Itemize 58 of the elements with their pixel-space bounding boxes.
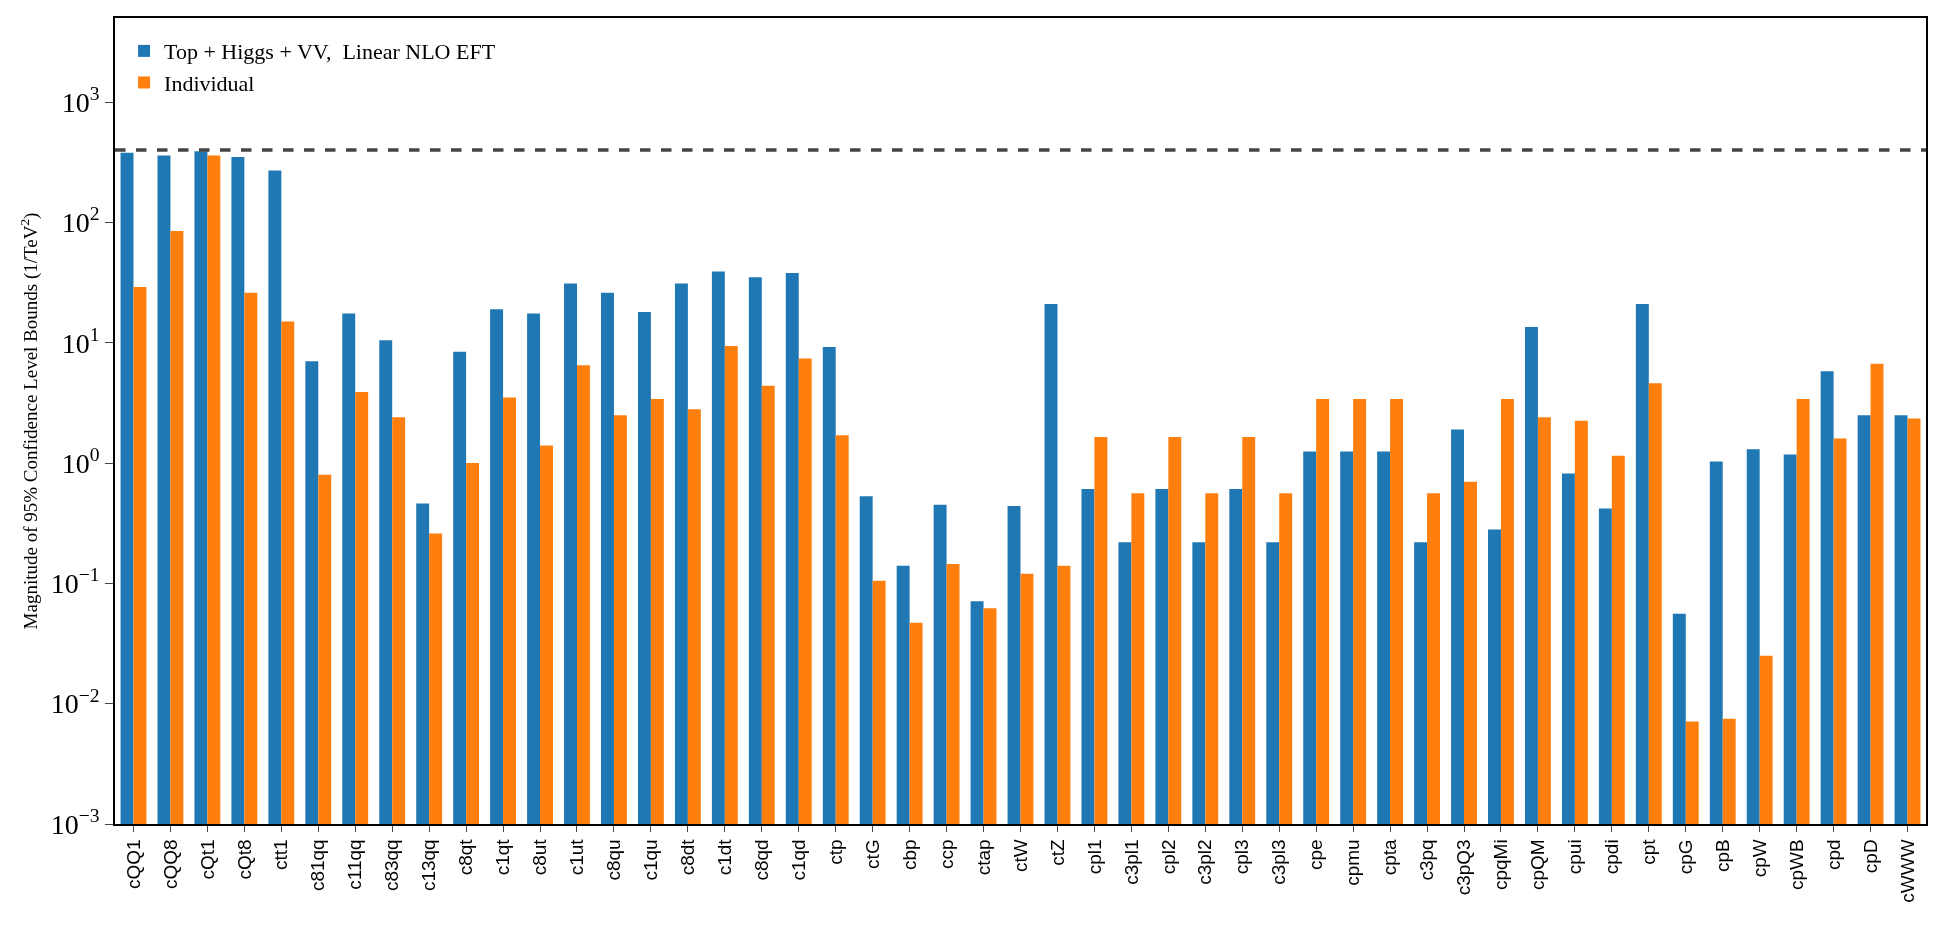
x-tick-label: cpG <box>1674 839 1696 875</box>
x-tick-label: cpe <box>1305 839 1327 870</box>
x-tick-label: cpl2 <box>1157 839 1179 875</box>
x-tick-label: c1ut <box>566 838 588 876</box>
x-tick-label: cpB <box>1711 839 1733 873</box>
x-tick-label: cpD <box>1859 839 1881 874</box>
x-tick-label: cWWW <box>1896 839 1918 903</box>
y-tick-label: 10$^{−3}$ <box>50 805 100 840</box>
x-tick-label: ctZ <box>1046 838 1068 866</box>
x-tick-label: cpl3 <box>1231 839 1253 875</box>
x-tick-label: c8qt <box>455 838 477 876</box>
x-tick-label: cpqMi <box>1490 839 1512 891</box>
y-tick-label: 10$^{1}$ <box>61 323 100 359</box>
x-tick-label: cQQ8 <box>159 839 181 889</box>
x-tick-label: cpl1 <box>1083 839 1105 875</box>
x-tick-label: c1qt <box>492 838 514 876</box>
x-tick-label: cpui <box>1564 839 1586 875</box>
x-tick-label: c11qq <box>344 839 366 890</box>
x-tick-label: cpdi <box>1601 839 1623 875</box>
x-tick-label: ctG <box>861 839 883 869</box>
x-tick-label: cpt <box>1637 838 1659 865</box>
y-tick-label: 10$^{3}$ <box>61 83 100 118</box>
x-tick-label: c1dt <box>714 838 736 876</box>
x-tick-label: c1qd <box>787 839 809 881</box>
x-tick-label: cpW <box>1748 839 1770 878</box>
legend-label: Top + Higgs + VV, Linear NLO EFT <box>164 39 496 65</box>
x-tick-label: cpta <box>1379 838 1401 876</box>
x-tick-label: c3pq <box>1416 839 1438 881</box>
x-tick-label: cpWB <box>1785 839 1807 891</box>
y-tick-label: 10$^{2}$ <box>61 203 100 239</box>
x-tick-label: cpQM <box>1527 839 1549 891</box>
x-tick-label: c13qq <box>418 839 440 892</box>
x-tick-label: ctW <box>1009 839 1031 873</box>
x-tick-label: cQt1 <box>196 839 218 880</box>
x-tick-label: c3pl2 <box>1194 839 1216 885</box>
x-tick-label: ctp <box>824 839 846 865</box>
x-tick-label: c83qq <box>381 839 403 892</box>
y-tick-label: 10$^{−1}$ <box>50 564 100 600</box>
x-tick-label: c3pQ3 <box>1453 839 1475 896</box>
x-tick-label: c3pl3 <box>1268 839 1290 885</box>
legend-label: Individual <box>164 71 255 97</box>
x-tick-label: cQQ1 <box>122 839 144 889</box>
y-tick-label: 10$^{−2}$ <box>50 684 100 720</box>
x-tick-label: c1qu <box>640 839 662 881</box>
x-tick-label: c8qd <box>750 839 772 881</box>
x-tick-label: ccp <box>935 839 957 869</box>
x-tick-label: cbp <box>898 839 920 870</box>
x-tick-label: cQt8 <box>233 839 255 880</box>
x-tick-label: c8ut <box>529 838 551 876</box>
x-tick-label: ctap <box>972 839 994 876</box>
x-tick-label: c8qu <box>603 839 625 881</box>
x-tick-label: ctt1 <box>270 839 292 870</box>
x-tick-label: c81qq <box>307 839 329 892</box>
x-tick-label: cpmu <box>1342 839 1364 886</box>
y-tick-label: 10$^{0}$ <box>61 444 100 479</box>
x-tick-label: c3pl1 <box>1120 839 1142 885</box>
x-tick-label: c8dt <box>677 838 699 876</box>
x-tick-label: cpd <box>1822 839 1844 870</box>
